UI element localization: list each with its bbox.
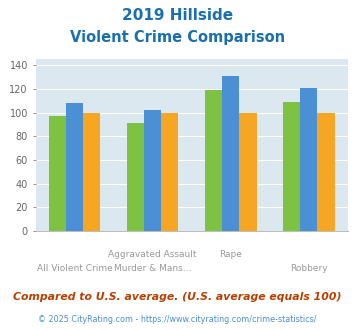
Bar [205, 90, 222, 231]
Bar [300, 88, 317, 231]
Text: Rape: Rape [219, 250, 242, 259]
Bar [66, 103, 83, 231]
Bar [317, 113, 335, 231]
Text: 2019 Hillside: 2019 Hillside [122, 8, 233, 23]
Bar [49, 116, 66, 231]
Text: All Violent Crime: All Violent Crime [37, 264, 113, 273]
Bar [83, 113, 100, 231]
Legend: Hillside, Illinois, National: Hillside, Illinois, National [55, 326, 329, 330]
Bar [222, 76, 239, 231]
Bar [144, 110, 161, 231]
Bar [161, 113, 179, 231]
Text: Robbery: Robbery [290, 264, 328, 273]
Text: Aggravated Assault: Aggravated Assault [108, 250, 197, 259]
Text: Violent Crime Comparison: Violent Crime Comparison [70, 30, 285, 45]
Bar [239, 113, 257, 231]
Text: Murder & Mans...: Murder & Mans... [114, 264, 191, 273]
Text: Compared to U.S. average. (U.S. average equals 100): Compared to U.S. average. (U.S. average … [13, 292, 342, 302]
Text: © 2025 CityRating.com - https://www.cityrating.com/crime-statistics/: © 2025 CityRating.com - https://www.city… [38, 315, 317, 324]
Bar [127, 123, 144, 231]
Bar [283, 102, 300, 231]
